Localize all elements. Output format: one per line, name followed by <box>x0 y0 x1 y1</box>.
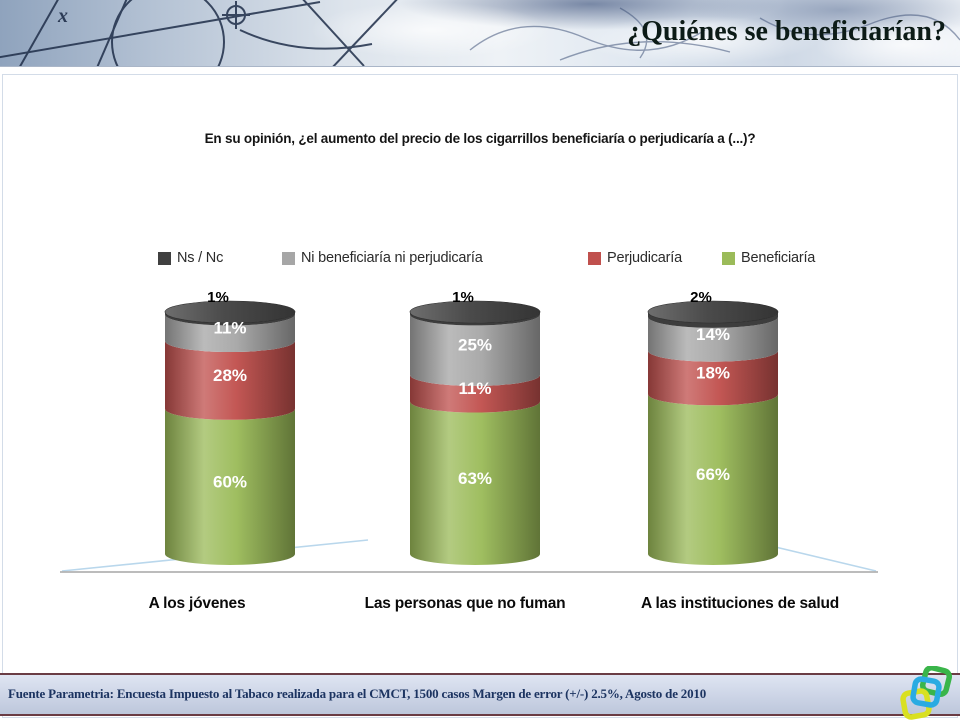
top-segment-label: 2% <box>690 289 712 306</box>
legend-label: Ns / Nc <box>177 250 224 266</box>
cylinder-column: 25% 11% 63% <box>405 296 545 591</box>
svg-text:x: x <box>57 5 68 27</box>
category-label: A los jóvenes <box>148 595 246 612</box>
cylinder-bar: 11% 28% 60% <box>164 300 296 565</box>
segment-label: 11% <box>213 319 246 338</box>
header-banner: x ¿Quiénes se beneficiarían? <box>0 0 960 67</box>
segment-label: 66% <box>696 465 730 484</box>
legend-label: Perjudicaría <box>607 250 682 266</box>
top-segment-label: 1% <box>452 289 474 306</box>
chart-question-title: En su opinión, ¿el aumento del precio de… <box>204 131 756 146</box>
segment-label: 14% <box>696 325 730 344</box>
legend-item: Perjudicaría <box>588 247 682 269</box>
segment-label: 18% <box>696 364 730 383</box>
source-note: Fuente Parametria: Encuesta Impuesto al … <box>8 686 707 701</box>
legend-swatch-icon <box>282 251 295 265</box>
organization-logo-icon <box>900 666 953 720</box>
top-segment-label: 1% <box>207 289 229 306</box>
legend-item: Ns / Nc <box>158 247 223 269</box>
legend-swatch-icon <box>158 251 171 265</box>
page-title: ¿Quiénes se beneficiarían? <box>627 16 946 47</box>
chart-legend: Ns / Nc Ni beneficiaría ni perjudicaría Pe… <box>0 247 960 269</box>
segment-label: 25% <box>458 336 492 355</box>
cylinder-column: 14% 18% 66% <box>643 296 783 591</box>
segment-label: 60% <box>213 472 247 491</box>
legend-item: Ni beneficiaría ni perjudicaría <box>282 247 483 269</box>
segment-label: 28% <box>213 366 247 385</box>
legend-item: Beneficiaría <box>722 247 815 269</box>
cylinder-bar: 14% 18% 66% <box>647 300 779 565</box>
legend-label: Beneficiaría <box>741 250 816 266</box>
segment-label: 63% <box>458 469 492 488</box>
cylinder-bar: 25% 11% 63% <box>409 300 541 565</box>
category-label: Las personas que no fuman <box>364 595 566 612</box>
legend-label: Ni beneficiaría ni perjudicaría <box>301 250 483 266</box>
banner-artwork-icon: x <box>0 0 960 66</box>
legend-swatch-icon <box>722 251 735 265</box>
legend-swatch-icon <box>588 251 601 265</box>
category-label: A las instituciones de salud <box>641 595 839 612</box>
segment-label: 11% <box>458 379 491 398</box>
footer-band: Fuente Parametria: Encuesta Impuesto al … <box>0 673 960 716</box>
cylinder-column: 11% 28% 60% <box>160 296 300 591</box>
